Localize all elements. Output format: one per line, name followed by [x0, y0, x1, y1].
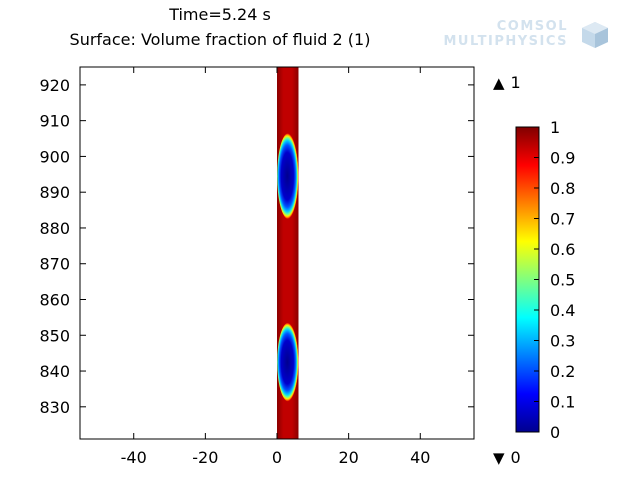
x-tick-label: -40	[121, 448, 147, 467]
y-tick-label: 870	[39, 255, 70, 274]
y-tick-label: 850	[39, 326, 70, 345]
triangle-down-icon: ▼	[493, 449, 505, 467]
colorbar-tick-label: 0.5	[550, 271, 575, 290]
colorbar-tick-label: 0	[550, 423, 560, 442]
colorbar-min-value: 0	[510, 448, 521, 467]
surface-field	[277, 67, 300, 439]
y-tick-label: 910	[39, 112, 70, 131]
colorbar-tick-label: 0.1	[550, 393, 575, 412]
comsol-logo: COMSOL MULTIPHYSICS	[436, 18, 616, 54]
comsol-cube-icon	[582, 22, 608, 48]
colorbar-tick-label: 0.9	[550, 149, 575, 168]
y-tick-label: 830	[39, 398, 70, 417]
colorbar-tick-label: 1	[550, 118, 560, 137]
colorbar-tick-label: 0.6	[550, 240, 575, 259]
colorbar-tick-label: 0.7	[550, 210, 575, 229]
y-axis: 830 840 850 860 870 880 890 900 910 920	[39, 76, 474, 417]
y-tick-label: 900	[39, 147, 70, 166]
y-tick-label: 880	[39, 219, 70, 238]
x-tick-label: -20	[192, 448, 218, 467]
colorbar: 1 0.9 0.8 0.7 0.6 0.5 0.4 0.3 0.2 0.1 0	[515, 118, 575, 442]
x-tick-label: 40	[410, 448, 430, 467]
x-tick-label: 0	[272, 448, 282, 467]
logo-text-multiphysics: MULTIPHYSICS	[443, 34, 568, 49]
colorbar-min-indicator: ▼ 0	[493, 448, 521, 468]
colorbar-max-indicator: ▲ 1	[493, 73, 521, 93]
y-tick-label: 840	[39, 362, 70, 381]
triangle-up-icon: ▲	[493, 74, 505, 92]
chart-title-time: Time=5.24 s	[169, 5, 271, 24]
x-tick-label: 20	[338, 448, 358, 467]
chart-title-surface: Surface: Volume fraction of fluid 2 (1)	[69, 30, 371, 49]
colorbar-max-value: 1	[510, 73, 521, 92]
logo-text-comsol: COMSOL	[496, 19, 568, 34]
y-tick-label: 920	[39, 76, 70, 95]
bubble-region	[277, 322, 300, 402]
colorbar-tick-label: 0.2	[550, 362, 575, 381]
colorbar-tick-label: 0.4	[550, 301, 575, 320]
y-tick-label: 890	[39, 183, 70, 202]
y-tick-label: 860	[39, 291, 70, 310]
bubble-region	[277, 132, 300, 220]
colorbar-tick-label: 0.8	[550, 179, 575, 198]
colorbar-tick-label: 0.3	[550, 332, 575, 351]
x-axis: -40 -20 0 20 40	[121, 67, 430, 467]
